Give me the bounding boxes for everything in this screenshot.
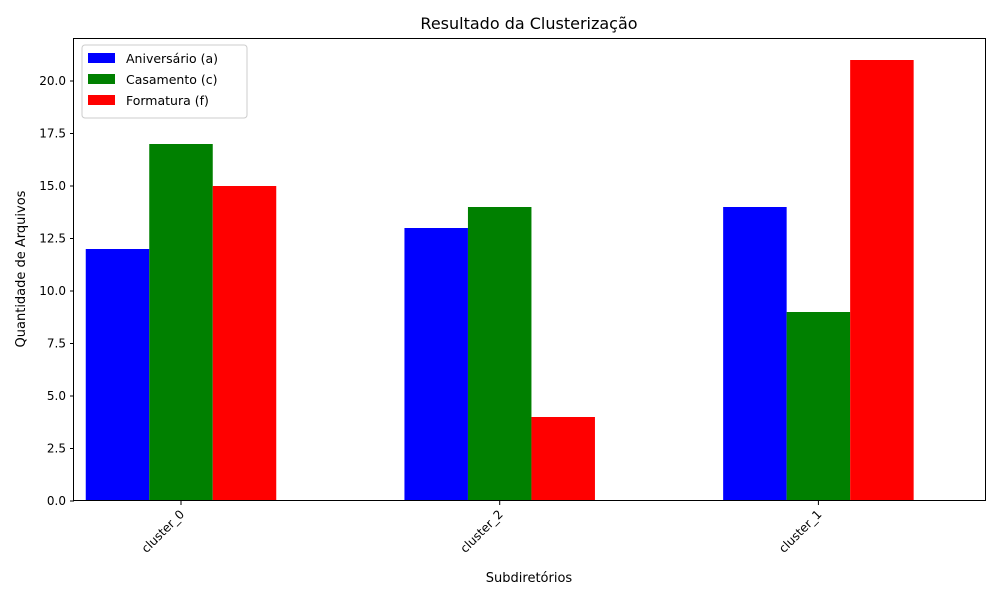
bar-cluster_0-series-1 xyxy=(149,144,213,501)
y-tick-label: 10.0 xyxy=(39,284,66,298)
legend-label: Formatura (f) xyxy=(126,93,209,108)
legend-label: Casamento (c) xyxy=(126,72,218,87)
legend-frame xyxy=(81,44,248,119)
legend: Aniversário (a) Casamento (c) Formatura (f… xyxy=(81,44,248,119)
y-tick-label: 17.5 xyxy=(39,127,66,141)
y-tick-label: 7.5 xyxy=(47,337,66,351)
chart-title: Resultado da Clusterização xyxy=(420,14,637,33)
y-axis: 0.0 2.5 5.0 7.5 10.0 12.5 15.0 17.5 20.0 xyxy=(39,74,74,508)
bar-cluster_2-series-0 xyxy=(404,228,468,501)
x-axis-label: Subdiretórios xyxy=(486,571,573,586)
y-tick-label: 2.5 xyxy=(47,442,66,456)
bar-cluster_1-series-1 xyxy=(786,312,851,501)
y-axis-label: Quantidade de Arquivos xyxy=(14,190,29,347)
bar-cluster_1-series-0 xyxy=(723,207,787,501)
bars-group xyxy=(85,60,914,501)
legend-swatch xyxy=(88,74,115,84)
bar-cluster_2-series-1 xyxy=(467,207,532,501)
plot-area-frame xyxy=(73,38,986,501)
legend-label: Aniversário (a) xyxy=(126,51,218,66)
bar-cluster_2-series-2 xyxy=(531,417,595,501)
bar-cluster_0-series-2 xyxy=(212,186,277,501)
bar-cluster_1-series-2 xyxy=(850,60,914,501)
legend-swatch xyxy=(88,95,115,105)
y-tick-label: 12.5 xyxy=(39,232,66,246)
y-tick-label: 20.0 xyxy=(39,74,66,88)
y-tick-label: 5.0 xyxy=(47,389,66,403)
y-tick-label: 0.0 xyxy=(47,494,66,508)
bar-cluster_0-series-0 xyxy=(85,249,150,501)
legend-swatch xyxy=(88,53,115,63)
y-tick-label: 15.0 xyxy=(39,179,66,193)
